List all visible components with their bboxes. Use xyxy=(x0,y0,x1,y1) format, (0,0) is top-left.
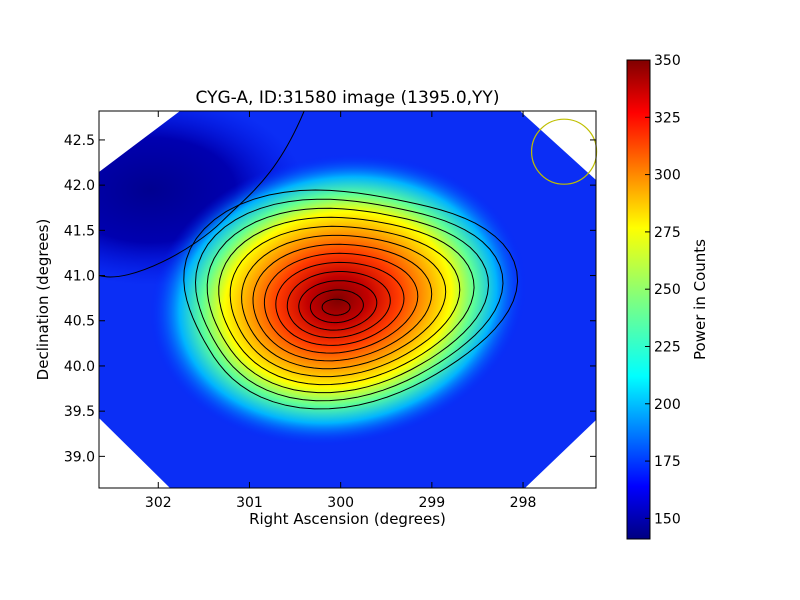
contour-line xyxy=(206,207,490,394)
y-axis-label: Declination (degrees) xyxy=(34,219,52,381)
colorbar-tick-label: 225 xyxy=(654,339,681,355)
blank-corner-bottom-left xyxy=(99,418,170,488)
colorbar-tick-label: 250 xyxy=(654,282,681,298)
x-axis-label: Right Ascension (degrees) xyxy=(249,510,446,528)
chart-title: CYG-A, ID:31580 image (1395.0,YY) xyxy=(196,88,500,108)
contour-line xyxy=(309,289,364,324)
x-tick-label: 301 xyxy=(236,495,263,511)
contour-line xyxy=(275,261,405,346)
colorbar-tick-label: 150 xyxy=(654,511,681,527)
contour-line xyxy=(218,216,475,386)
contour-line xyxy=(229,225,461,378)
colorbar-tick-label: 325 xyxy=(654,110,681,126)
heatmap-image xyxy=(99,111,596,488)
y-tick-label: 42.5 xyxy=(64,133,95,149)
y-tick-label: 41.5 xyxy=(64,223,95,239)
contour-line xyxy=(321,298,351,316)
colorbar-label: Power in Counts xyxy=(691,239,709,360)
plot-frame xyxy=(98,110,597,489)
blank-corner-top-left xyxy=(99,111,180,172)
contour-line xyxy=(263,252,419,354)
contour-line xyxy=(194,198,504,402)
contour-line xyxy=(99,111,305,278)
contour-line xyxy=(252,243,433,362)
y-tick-label: 42.0 xyxy=(64,178,95,194)
blank-corner-bottom-right xyxy=(525,420,596,488)
colorbar-ticks: 150 175 200 225 250 275 300 325 350 xyxy=(645,53,681,527)
contour-line xyxy=(286,271,391,339)
colorbar-tick-label: 350 xyxy=(654,53,681,69)
blank-corner-top-right xyxy=(520,111,596,180)
y-tick-label: 39.0 xyxy=(64,449,95,465)
colorbar-tick-label: 275 xyxy=(654,225,681,241)
contour-line xyxy=(298,280,378,331)
x-tick-label: 298 xyxy=(510,495,537,511)
colorbar-tick-label: 300 xyxy=(654,168,681,184)
colorbar-tick-label: 200 xyxy=(654,397,681,413)
y-tick-label: 39.5 xyxy=(64,404,95,420)
contour-line xyxy=(241,234,447,370)
colorbar-tick-label: 175 xyxy=(654,454,681,470)
y-tick-label: 41.0 xyxy=(64,269,95,285)
y-tick-label: 40.0 xyxy=(64,359,95,375)
x-tick-label: 300 xyxy=(327,495,354,511)
y-tick-label: 40.5 xyxy=(64,314,95,330)
beam-marker xyxy=(530,118,598,185)
contour-line xyxy=(183,189,519,410)
contours xyxy=(99,111,519,410)
y-axis: 39.0 39.5 40.0 40.5 41.0 41.5 42.0 42.5 xyxy=(64,133,596,465)
x-axis: 302 301 300 299 298 xyxy=(145,111,537,511)
colorbar xyxy=(626,59,651,540)
x-tick-label: 299 xyxy=(418,495,445,511)
x-tick-label: 302 xyxy=(145,495,172,511)
